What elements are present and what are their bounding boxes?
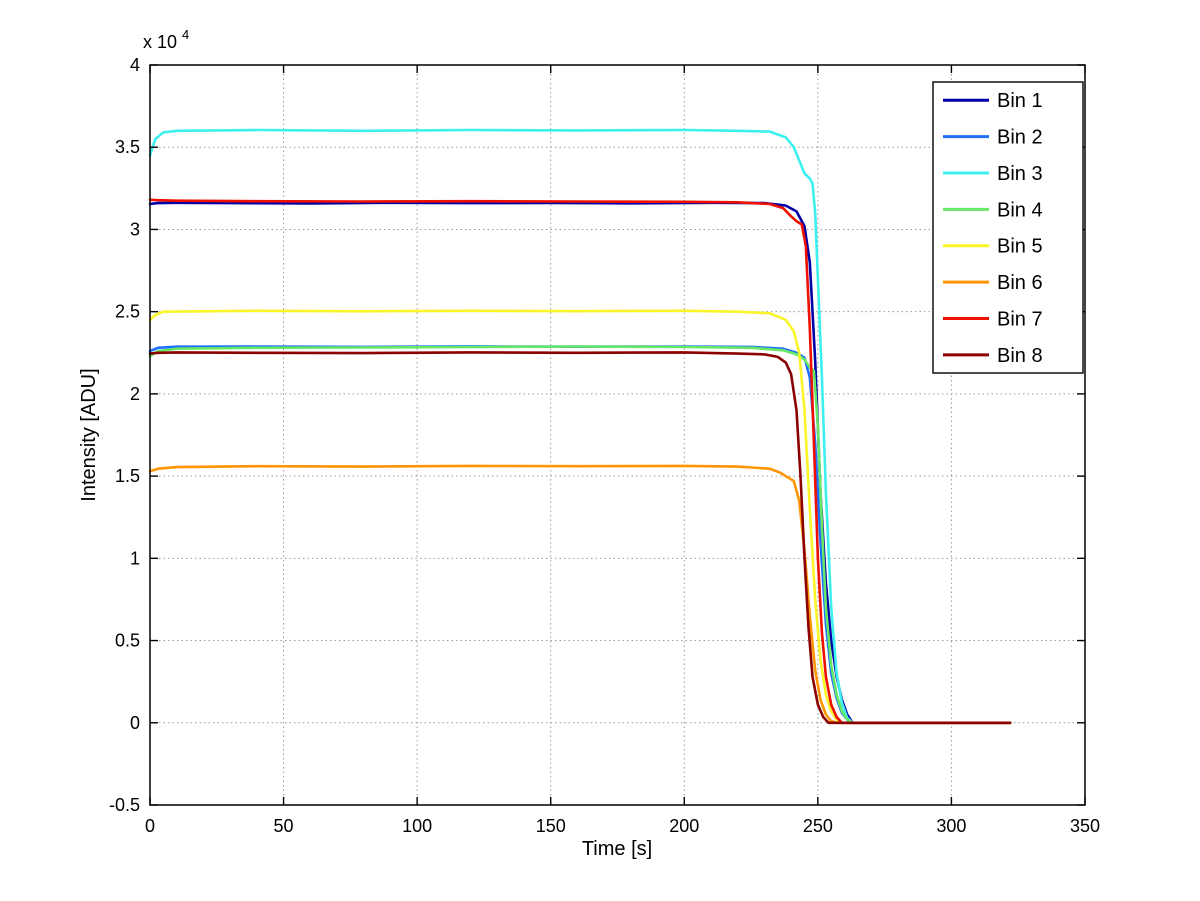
x-tick-label: 50 bbox=[274, 816, 294, 836]
series-line-bin-5 bbox=[148, 309, 1012, 725]
series-line-bin-1 bbox=[148, 201, 1012, 725]
tick-labels-layer: 0 50 100 150 200 250 300 350-0.500.511.522.533.… bbox=[109, 55, 1100, 836]
series-line-bin-7 bbox=[148, 198, 1012, 725]
y-tick-label: 2 bbox=[130, 384, 140, 404]
series-line-bin-4 bbox=[148, 345, 1012, 725]
y-tick-label: 0.5 bbox=[115, 631, 140, 651]
legend-box bbox=[932, 81, 1084, 374]
series-line-bin-2 bbox=[148, 345, 1012, 725]
x-tick-label: 0 bbox=[145, 816, 155, 836]
legend: Bin 1 Bin 2 Bin 3 Bin 4 Bin 5 Bin 6 Bin 7 Bin 8 bbox=[932, 81, 1084, 374]
y-tick-label: 1.5 bbox=[115, 466, 140, 486]
series-line-bin-3 bbox=[148, 128, 1012, 725]
y-axis-label: Intensity [ADU] bbox=[78, 368, 100, 501]
legend-label: Bin 6 bbox=[997, 272, 1043, 294]
x-axis-label: Time [s] bbox=[582, 838, 652, 860]
y-tick-label: -0.5 bbox=[109, 795, 140, 815]
legend-label: Bin 8 bbox=[997, 345, 1043, 367]
y-tick-label: 4 bbox=[130, 55, 140, 75]
x-tick-label: 250 bbox=[803, 816, 833, 836]
series-line-bin-6 bbox=[148, 464, 1012, 725]
x-tick-label: 350 bbox=[1070, 816, 1100, 836]
axes-box bbox=[149, 64, 1086, 806]
x-tick-label: 300 bbox=[936, 816, 966, 836]
series-line-bin-8 bbox=[148, 351, 1012, 725]
y-tick-label: 3.5 bbox=[115, 137, 140, 157]
legend-label: Bin 7 bbox=[997, 308, 1043, 330]
y-axis-exponent: x 10 4 bbox=[143, 27, 189, 52]
legend-label: Bin 5 bbox=[997, 236, 1043, 258]
legend-label: Bin 4 bbox=[997, 199, 1043, 221]
y-axis-exponent-base: x 10 bbox=[143, 32, 177, 52]
y-tick-label: 1 bbox=[130, 548, 140, 568]
y-tick-label: 2.5 bbox=[115, 302, 140, 322]
legend-label: Bin 3 bbox=[997, 163, 1043, 185]
legend-label: Bin 2 bbox=[997, 127, 1043, 149]
x-tick-label: 150 bbox=[536, 816, 566, 836]
x-tick-label: 200 bbox=[669, 816, 699, 836]
y-axis-exponent-power: 4 bbox=[182, 27, 189, 42]
y-tick-label: 0 bbox=[130, 713, 140, 733]
series-layer bbox=[148, 128, 1012, 725]
legend-label: Bin 1 bbox=[997, 90, 1043, 112]
x-tick-label: 100 bbox=[402, 816, 432, 836]
y-tick-label: 3 bbox=[130, 219, 140, 239]
